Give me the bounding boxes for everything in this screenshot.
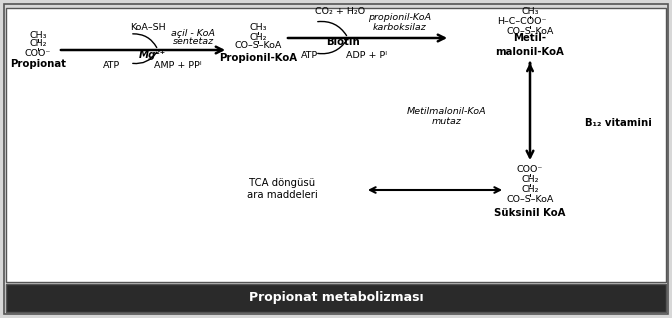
Text: TCA döngüsü: TCA döngüsü [249,178,315,188]
Text: CH₂: CH₂ [521,185,539,195]
Text: Metilmalonil-KoA: Metilmalonil-KoA [407,107,487,115]
Text: ara maddeleri: ara maddeleri [247,190,317,200]
Text: mutaz: mutaz [432,116,462,126]
Text: CO–S–KoA: CO–S–KoA [506,26,554,36]
Text: AMP + PPᴵ: AMP + PPᴵ [154,61,202,71]
Text: Biotin: Biotin [326,37,360,47]
Text: CO–S–KoA: CO–S–KoA [235,42,282,51]
Text: ATP: ATP [103,61,121,71]
Text: CO₂ + H₂O: CO₂ + H₂O [315,8,365,17]
Text: H–C–COO⁻: H–C–COO⁻ [497,17,547,26]
Text: Propionat metabolizması: Propionat metabolizması [249,292,423,305]
Text: CH₂: CH₂ [249,32,267,42]
Text: COO⁻: COO⁻ [517,165,543,175]
Text: CO–S–KoA: CO–S–KoA [506,196,554,204]
Text: CH₃: CH₃ [521,8,539,17]
Text: ADP + Pᴵ: ADP + Pᴵ [345,52,386,60]
Text: Metil-
malonil-KoA: Metil- malonil-KoA [495,33,564,57]
Text: karboksilaz: karboksilaz [373,23,427,31]
Text: CH₃: CH₃ [30,31,47,39]
Text: CH₃: CH₃ [249,24,267,32]
Text: ATP: ATP [301,52,319,60]
Text: açil - KoA: açil - KoA [171,29,215,38]
Text: CH₂: CH₂ [521,176,539,184]
Text: B₁₂ vitamini: B₁₂ vitamini [585,118,651,128]
Text: KoA–SH: KoA–SH [130,23,166,31]
Text: Mg²⁺: Mg²⁺ [138,50,165,60]
Bar [6,8,666,282]
Text: propionil-KoA: propionil-KoA [368,13,431,23]
Text: COO⁻: COO⁻ [25,49,51,58]
Text: Propionat: Propionat [10,59,66,69]
Text: Süksinil KoA: Süksinil KoA [494,208,566,218]
Text: Propionil-KoA: Propionil-KoA [219,53,297,63]
Text: sentetaz: sentetaz [173,38,214,46]
Text: CH₂: CH₂ [30,39,47,49]
Bar [6,284,666,312]
